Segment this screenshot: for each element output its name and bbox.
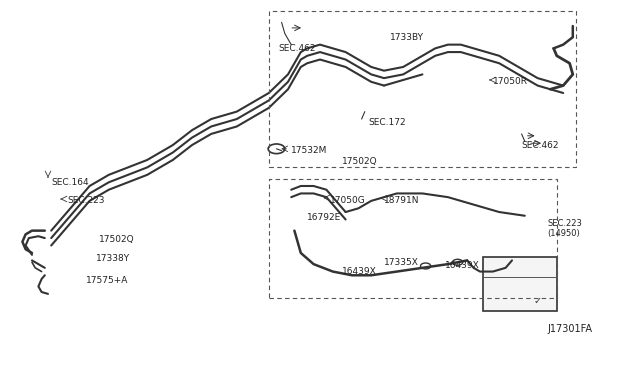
Text: 16792E: 16792E: [307, 213, 342, 222]
Text: ✓: ✓: [534, 296, 541, 306]
FancyBboxPatch shape: [483, 257, 557, 311]
Text: 16439X: 16439X: [342, 267, 377, 276]
Text: 17050R: 17050R: [493, 77, 528, 86]
Text: 17502Q: 17502Q: [99, 235, 135, 244]
Text: 17502Q: 17502Q: [342, 157, 378, 166]
Text: SEC.164: SEC.164: [51, 178, 89, 187]
Text: SEC.223: SEC.223: [67, 196, 105, 205]
Text: 17532M: 17532M: [291, 146, 328, 155]
Text: 1733BY: 1733BY: [390, 33, 424, 42]
Text: SEC.462: SEC.462: [522, 141, 559, 150]
Text: 17335X: 17335X: [384, 258, 419, 267]
Text: 18791N: 18791N: [384, 196, 419, 205]
Text: SEC.172: SEC.172: [368, 118, 406, 127]
Text: 17338Y: 17338Y: [96, 254, 130, 263]
Text: SEC.462: SEC.462: [278, 44, 316, 53]
Text: SEC.223
(14950): SEC.223 (14950): [547, 219, 582, 238]
Text: 17575+A: 17575+A: [86, 276, 129, 285]
Text: J17301FA: J17301FA: [547, 324, 592, 334]
Text: 16439X: 16439X: [445, 262, 479, 270]
Text: 17050G: 17050G: [330, 196, 365, 205]
